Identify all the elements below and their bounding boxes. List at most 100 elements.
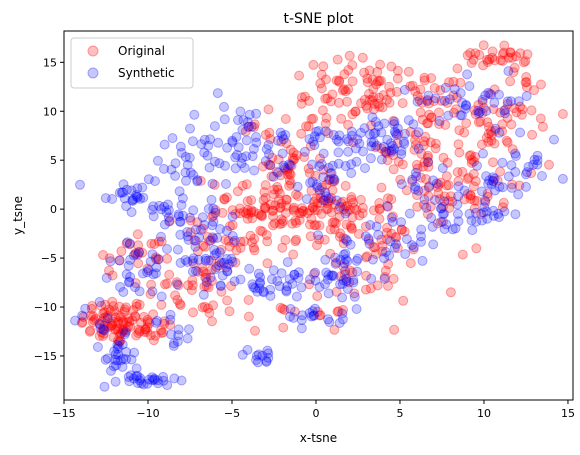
data-point-original <box>466 58 477 68</box>
data-point-synthetic <box>370 127 381 138</box>
data-point-original <box>210 205 221 216</box>
data-point-original <box>376 143 387 154</box>
data-point-original <box>118 324 129 335</box>
data-point-synthetic <box>549 134 559 145</box>
data-point-original <box>277 242 288 253</box>
data-point-synthetic <box>99 325 110 336</box>
data-point-synthetic <box>379 118 390 129</box>
data-point-original <box>280 164 291 175</box>
data-point-original <box>290 215 301 226</box>
data-point-original <box>281 194 292 205</box>
data-point-synthetic <box>221 225 232 236</box>
data-point-original <box>114 311 125 321</box>
data-point-original <box>362 73 373 84</box>
data-point-original <box>309 269 319 279</box>
data-point-original <box>412 190 422 201</box>
data-point-synthetic <box>150 176 160 187</box>
data-point-synthetic <box>313 230 323 241</box>
data-point-original <box>159 318 170 329</box>
data-point-original <box>150 252 161 263</box>
data-point-synthetic <box>110 354 121 365</box>
data-point-synthetic <box>401 234 412 245</box>
data-point-synthetic <box>488 205 499 216</box>
data-point-original <box>186 285 197 296</box>
data-point-synthetic <box>219 101 229 112</box>
data-point-original <box>454 147 465 158</box>
data-point-original <box>329 176 340 187</box>
data-point-original <box>100 312 111 323</box>
data-point-original <box>388 150 399 161</box>
data-point-synthetic <box>268 171 279 182</box>
data-point-synthetic <box>162 244 172 254</box>
data-point-synthetic <box>408 242 419 253</box>
data-point-original <box>433 107 444 118</box>
data-point-original <box>175 300 186 311</box>
data-point-synthetic <box>342 134 353 145</box>
data-point-original <box>439 191 450 202</box>
data-point-synthetic <box>488 172 498 183</box>
data-point-synthetic <box>277 131 288 141</box>
data-point-original <box>338 238 349 249</box>
data-point-synthetic <box>523 161 534 172</box>
data-point-synthetic <box>170 170 181 181</box>
data-point-original <box>291 218 302 228</box>
data-point-original <box>242 196 253 207</box>
data-point-synthetic <box>365 220 376 230</box>
data-point-original <box>452 167 463 178</box>
data-point-synthetic <box>367 112 378 123</box>
data-point-original <box>134 247 145 258</box>
data-point-original <box>114 323 125 334</box>
data-point-synthetic <box>532 150 543 161</box>
data-point-original <box>296 98 307 109</box>
data-point-original <box>376 75 386 86</box>
data-point-original <box>447 196 458 207</box>
data-point-synthetic <box>182 159 193 170</box>
data-point-synthetic <box>480 195 490 206</box>
data-point-synthetic <box>502 96 513 107</box>
data-point-synthetic <box>254 283 265 294</box>
data-point-original <box>203 282 214 293</box>
data-point-original <box>107 270 118 281</box>
data-point-original <box>478 60 489 71</box>
data-point-original <box>470 48 481 59</box>
data-point-original <box>271 166 282 177</box>
data-point-synthetic <box>118 353 129 364</box>
data-point-synthetic <box>460 103 471 114</box>
data-point-original <box>308 113 319 124</box>
data-point-original <box>337 85 348 96</box>
data-point-original <box>217 207 228 218</box>
data-point-synthetic <box>340 208 351 219</box>
data-point-synthetic <box>119 329 130 340</box>
data-point-synthetic <box>187 256 198 266</box>
data-point-original <box>108 316 118 327</box>
data-point-original <box>304 205 315 216</box>
data-point-original <box>340 86 351 97</box>
data-point-synthetic <box>304 134 315 145</box>
data-point-original <box>348 197 358 208</box>
data-point-synthetic <box>129 347 140 358</box>
data-point-synthetic <box>125 370 136 381</box>
data-point-synthetic <box>354 138 365 149</box>
data-point-original <box>312 205 323 216</box>
data-point-synthetic <box>349 291 360 302</box>
data-point-original <box>422 209 433 220</box>
data-point-synthetic <box>210 264 221 275</box>
data-point-synthetic <box>264 149 274 160</box>
data-point-original <box>469 156 479 167</box>
data-point-synthetic <box>327 160 338 171</box>
legend-box <box>70 37 194 89</box>
data-point-original <box>347 60 358 71</box>
data-point-original <box>515 101 526 112</box>
data-point-original <box>345 220 356 231</box>
data-point-synthetic <box>416 231 426 242</box>
data-point-synthetic <box>116 187 127 198</box>
data-point-synthetic <box>153 254 164 265</box>
data-point-original <box>435 85 446 96</box>
data-point-original <box>110 312 121 323</box>
data-point-original <box>325 224 336 235</box>
data-point-synthetic <box>142 378 153 389</box>
data-point-synthetic <box>156 231 166 242</box>
data-point-original <box>320 195 331 206</box>
data-point-synthetic <box>513 189 524 200</box>
